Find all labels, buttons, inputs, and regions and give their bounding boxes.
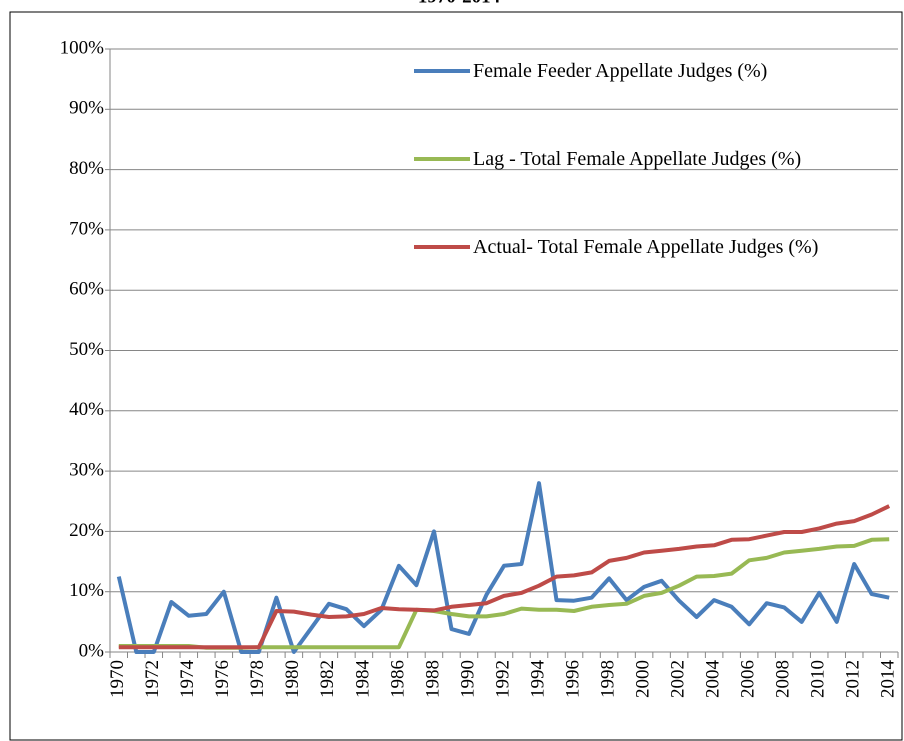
legend-label: Lag - Total Female Appellate Judges (%) bbox=[473, 148, 802, 170]
y-tick-label: 80% bbox=[69, 158, 104, 179]
x-tick-label: 1998 bbox=[597, 660, 618, 698]
x-tick-label: 1970 bbox=[107, 660, 128, 698]
x-tick-label: 1984 bbox=[352, 660, 373, 699]
x-tick-label: 1980 bbox=[282, 660, 303, 698]
x-tick-label: 1982 bbox=[317, 660, 338, 698]
x-tick-label: 2002 bbox=[667, 660, 688, 698]
y-tick-label: 60% bbox=[69, 279, 104, 300]
series-line bbox=[118, 504, 891, 650]
series-line bbox=[116, 481, 890, 654]
x-tick-label: 2000 bbox=[632, 660, 653, 698]
x-tick-label: 1978 bbox=[247, 660, 268, 698]
x-tick-label: 1986 bbox=[387, 660, 408, 698]
legend-label: Female Feeder Appellate Judges (%) bbox=[473, 60, 768, 82]
legend-label: Actual- Total Female Appellate Judges (%… bbox=[473, 236, 819, 258]
y-tick-label: 50% bbox=[69, 339, 104, 360]
y-tick-label: 70% bbox=[69, 218, 104, 239]
y-tick-label: 10% bbox=[69, 580, 104, 601]
x-tick-label: 1992 bbox=[492, 660, 513, 698]
x-tick-label: 1996 bbox=[562, 660, 583, 698]
x-tick-label: 1988 bbox=[422, 660, 443, 698]
x-tick-label: 1990 bbox=[457, 660, 478, 698]
x-tick-label: 2004 bbox=[702, 660, 723, 699]
x-tick-label: 1974 bbox=[177, 660, 198, 699]
x-tick-label: 2014 bbox=[878, 660, 899, 699]
x-tick-label: 2006 bbox=[738, 660, 759, 698]
y-tick-label: 30% bbox=[69, 459, 104, 480]
x-tick-label: 1972 bbox=[142, 660, 163, 698]
y-tick-label: 100% bbox=[60, 37, 105, 58]
x-tick-label: 2010 bbox=[808, 660, 829, 698]
y-tick-label: 90% bbox=[69, 98, 104, 119]
y-tick-label: 0% bbox=[79, 640, 105, 661]
chart-title: 1970-2014 bbox=[418, 0, 501, 7]
x-tick-label: 1976 bbox=[212, 660, 233, 698]
x-tick-label: 2012 bbox=[843, 660, 864, 698]
x-tick-label: 2008 bbox=[773, 660, 794, 698]
y-tick-label: 40% bbox=[69, 399, 104, 420]
chart-border bbox=[9, 11, 903, 741]
y-tick-label: 20% bbox=[69, 520, 104, 541]
x-tick-label: 1994 bbox=[527, 660, 548, 699]
